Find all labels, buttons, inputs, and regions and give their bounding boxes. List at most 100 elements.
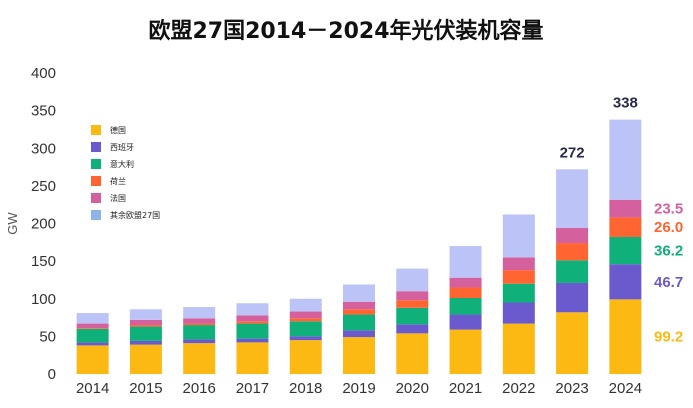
y-tick-label: 0 (48, 366, 56, 383)
legend-label: 荷兰 (110, 176, 126, 186)
bar-segment (609, 236, 642, 265)
x-tick-label: 2022 (502, 380, 535, 397)
bar-segment (76, 328, 109, 329)
bar-segment (449, 297, 482, 315)
bar-segment (449, 314, 482, 330)
bar-segment (289, 311, 322, 319)
bar-segment (502, 270, 535, 284)
legend-label: 其余欧盟27国 (110, 210, 160, 220)
bar-segment (129, 309, 162, 320)
legend-swatch (91, 125, 101, 135)
bar-segment (76, 313, 109, 324)
bar-segment (236, 338, 269, 343)
bar-segment (129, 344, 162, 374)
legend-swatch (91, 193, 101, 203)
y-tick-label: 150 (31, 253, 56, 270)
bar-segment (449, 329, 482, 374)
total-label: 272 (560, 144, 585, 161)
bar-segment (236, 321, 269, 324)
bar-segment (183, 339, 216, 344)
bar-segment (609, 217, 642, 237)
bar-segment (236, 323, 269, 339)
bar-segment (343, 314, 375, 331)
bar-segment (396, 324, 429, 334)
bar-segment (502, 302, 535, 324)
legend-label: 意大利 (110, 159, 134, 169)
bar-segment (129, 325, 162, 327)
segment-label: 23.5 (654, 201, 683, 218)
x-tick-label: 2021 (449, 380, 482, 397)
total-label: 338 (613, 95, 638, 112)
total-labels: 272 338 (560, 95, 638, 162)
bar-segment (343, 284, 375, 302)
bar-segment (76, 342, 109, 346)
bar-segment (289, 336, 322, 341)
bar-segment (449, 277, 482, 288)
y-axis: 0 50 100 150 200 250 300 350 400 (31, 65, 56, 383)
bar-segment (343, 337, 375, 374)
bar-segment (343, 309, 375, 315)
x-tick-label: 2018 (289, 380, 322, 397)
legend-swatch (91, 159, 101, 169)
x-axis: 2014 2015 2016 2017 2018 2019 2020 2021 2022 2023… (76, 380, 642, 397)
x-tick-label: 2017 (236, 380, 269, 397)
bar-segment (396, 291, 429, 301)
x-tick-label: 2020 (396, 380, 429, 397)
bar-segment (502, 214, 535, 258)
bar-segment (183, 318, 216, 324)
y-tick-label: 200 (31, 216, 56, 233)
bar-segment (556, 228, 589, 244)
bar-segment (343, 330, 375, 338)
bar-segment (449, 287, 482, 298)
bar-segment (289, 298, 322, 312)
bar-segment (183, 343, 216, 374)
bar-segment (556, 282, 589, 313)
bar-segment (609, 264, 642, 300)
bar-segment (183, 325, 216, 340)
segment-label: 36.2 (654, 243, 683, 260)
bar-segment (236, 315, 269, 322)
legend-swatch (91, 176, 101, 186)
x-tick-label: 2019 (342, 380, 375, 397)
legend-swatch (91, 142, 101, 152)
bar-segment (502, 323, 535, 374)
bar-segment (183, 323, 216, 326)
bar-segment (396, 307, 429, 325)
x-tick-label: 2014 (76, 380, 109, 397)
bar-segment (343, 301, 375, 310)
bar-segment (609, 199, 642, 218)
bar-segment (289, 321, 322, 337)
bar-segment (236, 303, 269, 316)
chart-title: 欧盟27国2014－2024年光伏装机容量 (148, 18, 543, 44)
bar-segment (396, 300, 429, 308)
bars (76, 119, 642, 374)
bar-segment (556, 260, 589, 283)
legend-swatch (91, 210, 101, 220)
segment-label: 46.7 (654, 274, 683, 291)
bar-segment (556, 169, 589, 229)
bar-segment (502, 257, 535, 271)
bar-segment (289, 318, 322, 322)
y-tick-label: 400 (31, 65, 56, 82)
y-tick-label: 300 (31, 140, 56, 157)
x-tick-label: 2024 (609, 380, 642, 397)
x-tick-label: 2015 (129, 380, 162, 397)
x-tick-label: 2023 (555, 380, 588, 397)
segment-labels: 99.2 46.7 36.2 26.023.5 (654, 201, 683, 346)
bar-segment (129, 340, 162, 345)
legend-label: 德国 (110, 125, 126, 135)
bar-segment (556, 312, 589, 374)
bar-segment (76, 328, 109, 343)
y-tick-label: 250 (31, 178, 56, 195)
bar-segment (129, 326, 162, 341)
y-axis-label: GW (5, 212, 20, 235)
bar-segment (609, 119, 642, 200)
y-tick-label: 350 (31, 103, 56, 120)
bar-segment (183, 307, 216, 319)
bar-segment (502, 283, 535, 303)
x-tick-label: 2016 (182, 380, 215, 397)
y-tick-label: 50 (39, 328, 56, 345)
bar-segment (236, 342, 269, 374)
